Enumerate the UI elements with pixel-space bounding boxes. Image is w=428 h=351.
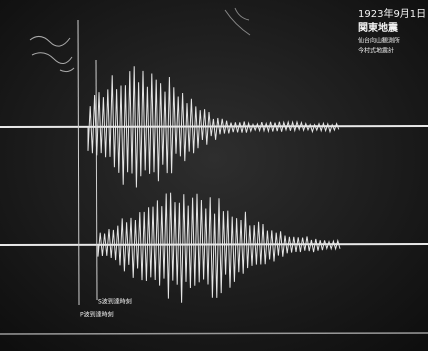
s-wave-label: S波到達時刻 — [98, 298, 132, 306]
seismogram: 1923年9月1日 関東地震 仙台向山観測所 今村式地震計 S波到達時刻 P波到… — [0, 0, 428, 351]
trace-baseline — [0, 333, 428, 334]
caption-date: 1923年9月1日 — [358, 7, 426, 20]
caption-instrument: 今村式地震計 — [358, 47, 394, 55]
caption-station: 仙台向山観測所 — [358, 37, 400, 45]
caption-title: 関東地震 — [358, 21, 399, 34]
page: 1923年9月1日 関東地震 仙台向山観測所 今村式地震計 S波到達時刻 P波到… — [0, 0, 428, 351]
p-wave-label: P波到達時刻 — [80, 311, 114, 319]
